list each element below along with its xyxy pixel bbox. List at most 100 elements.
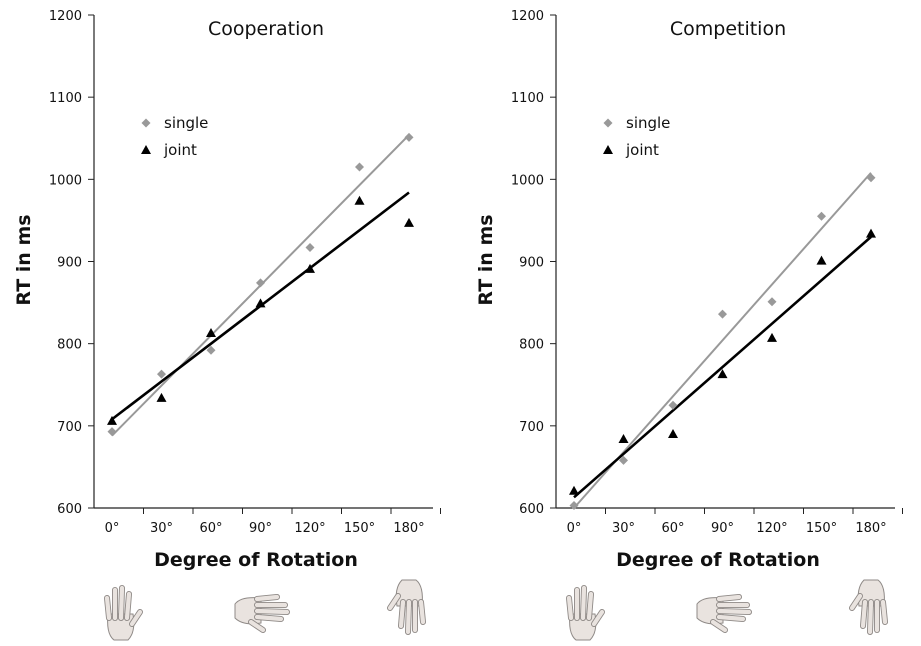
x-tick-label: 180° [393,521,424,536]
hand-thumb [710,619,728,633]
point-joint [717,369,728,379]
point-single [619,455,628,465]
hand-finger [566,595,574,621]
hand-finger [124,591,132,621]
chart-title: Competition [670,18,786,40]
y-tick-label: 1100 [511,91,544,106]
x-tick-label: 120° [756,521,787,536]
hand-thumb [591,609,605,627]
series-joint [569,228,876,495]
y-tick-label: 700 [519,420,544,435]
hand-inverted-icon [387,579,426,635]
hand-finger [398,599,406,629]
point-single [107,427,117,437]
y-tick-label: 600 [519,502,544,517]
y-tick-label: 1000 [49,173,82,188]
legend-label-single: single [626,114,670,132]
hand-thumb [387,593,401,611]
trendline-joint [573,235,872,499]
y-tick-label: 1100 [49,91,82,106]
legend-marker-joint [603,145,613,154]
point-single [157,369,166,379]
series-single [107,132,414,437]
x-axis-title: Degree of Rotation [154,549,358,571]
point-single [668,400,678,410]
point-single [355,162,364,172]
point-joint [816,255,827,265]
hand-thumb [248,619,266,633]
hand-thumb [129,609,143,627]
point-joint [618,433,629,443]
point-single [305,243,315,253]
x-tick-label: 30° [150,521,173,536]
point-joint [404,217,414,227]
x-tick-label: 60° [661,521,684,536]
y-tick-label: 700 [57,420,82,435]
legend-marker-single [141,118,151,128]
hand-upright-icon [104,585,143,641]
hand-finger [716,614,746,622]
hand-finger [880,599,888,625]
hand-thumb [849,593,863,611]
series-single [569,173,876,511]
y-axis-title: RT in ms [475,214,497,305]
chart-competition: 600 700 800 900 1000 1100 1200 0° 30° 60° 90° 120° 1… [475,9,903,641]
legend-label-joint: joint [163,141,197,159]
point-joint [354,195,365,205]
x-tick-label: 90° [711,521,734,536]
point-single [256,278,265,288]
y-tick-label: 1200 [511,9,544,24]
x-tick-label: 150° [806,521,837,536]
hand-inverted-icon [849,579,888,635]
hand-finger [860,599,868,629]
hand-finger [586,591,594,621]
point-single [866,173,876,183]
hand-finger [580,585,587,621]
x-tick-label: 180° [855,521,886,536]
legend-marker-joint [141,145,151,154]
legend-label-single: single [164,114,208,132]
x-tick-label: 90° [249,521,272,536]
point-joint [767,332,777,342]
chart-title: Cooperation [208,18,324,40]
hand-finger [405,599,412,635]
hand-finger [716,594,742,602]
point-joint [255,298,266,308]
y-tick-label: 800 [519,338,544,353]
y-axis-title: RT in ms [13,214,35,305]
hand-finger [716,608,752,615]
point-single [718,309,727,319]
hand-finger [104,595,112,621]
point-joint [668,429,678,439]
hand-sideways-icon [234,594,290,633]
y-tick-label: 1200 [49,9,82,24]
hand-finger [418,599,426,625]
point-joint [569,485,579,495]
hand-sideways-icon [696,594,752,633]
hand-finger [118,585,125,621]
hand-finger [254,614,284,622]
hand-finger [254,608,290,615]
y-tick-label: 900 [57,256,82,271]
y-tick-label: 900 [519,256,544,271]
x-tick-label: 150° [344,521,375,536]
point-joint [156,392,167,402]
x-axis-title: Degree of Rotation [616,549,820,571]
hand-finger [867,599,874,635]
hand-finger [254,594,280,602]
x-tick-label: 30° [612,521,635,536]
point-joint [866,228,876,238]
point-single [767,297,777,307]
x-tick-label: 60° [199,521,222,536]
y-tick-label: 1000 [511,173,544,188]
point-joint [305,263,315,273]
point-joint [206,327,216,337]
point-single [404,132,414,142]
x-tick-label: 0° [105,521,120,536]
x-tick-label: 0° [567,521,582,536]
trendline-single [573,172,872,509]
series-joint [107,195,414,425]
point-joint [107,415,117,425]
point-single [206,345,216,355]
